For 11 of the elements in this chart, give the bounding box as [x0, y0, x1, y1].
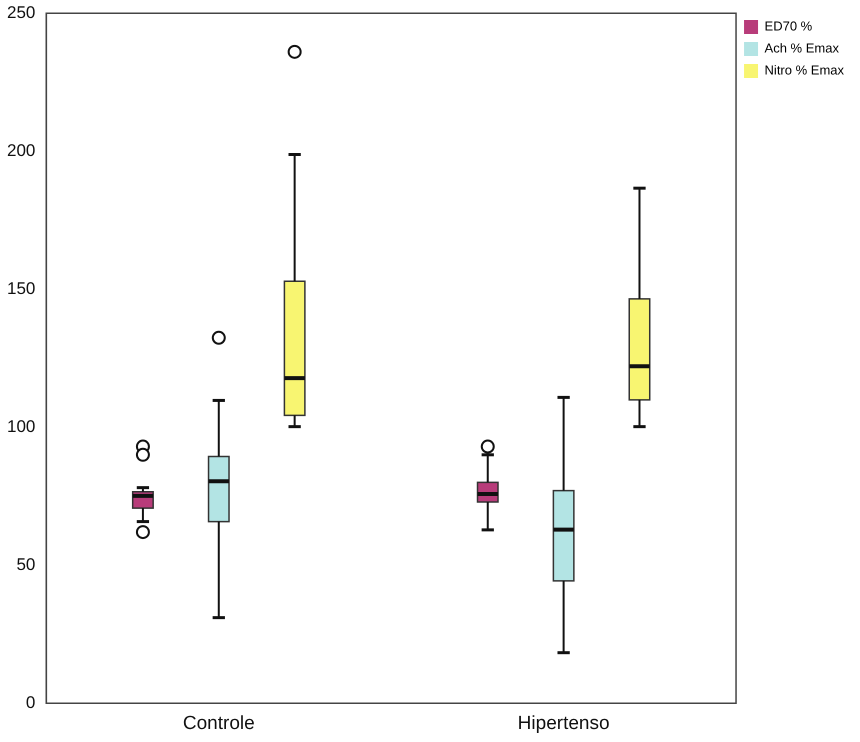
x-tick-label: Controle: [182, 712, 255, 734]
legend-label: Ach % Emax: [764, 40, 840, 56]
y-tick-label: 0: [26, 692, 36, 712]
y-tick-label: 100: [6, 416, 36, 436]
legend-label: ED70 %: [764, 18, 813, 34]
legend-label: Nitro % Emax: [764, 62, 844, 78]
y-tick-label: 50: [16, 554, 36, 574]
y-tick-label: 150: [6, 278, 36, 298]
y-tick-label: 250: [6, 2, 36, 22]
y-tick-label: 200: [6, 140, 36, 160]
x-tick-label: Hipertenso: [518, 712, 610, 734]
